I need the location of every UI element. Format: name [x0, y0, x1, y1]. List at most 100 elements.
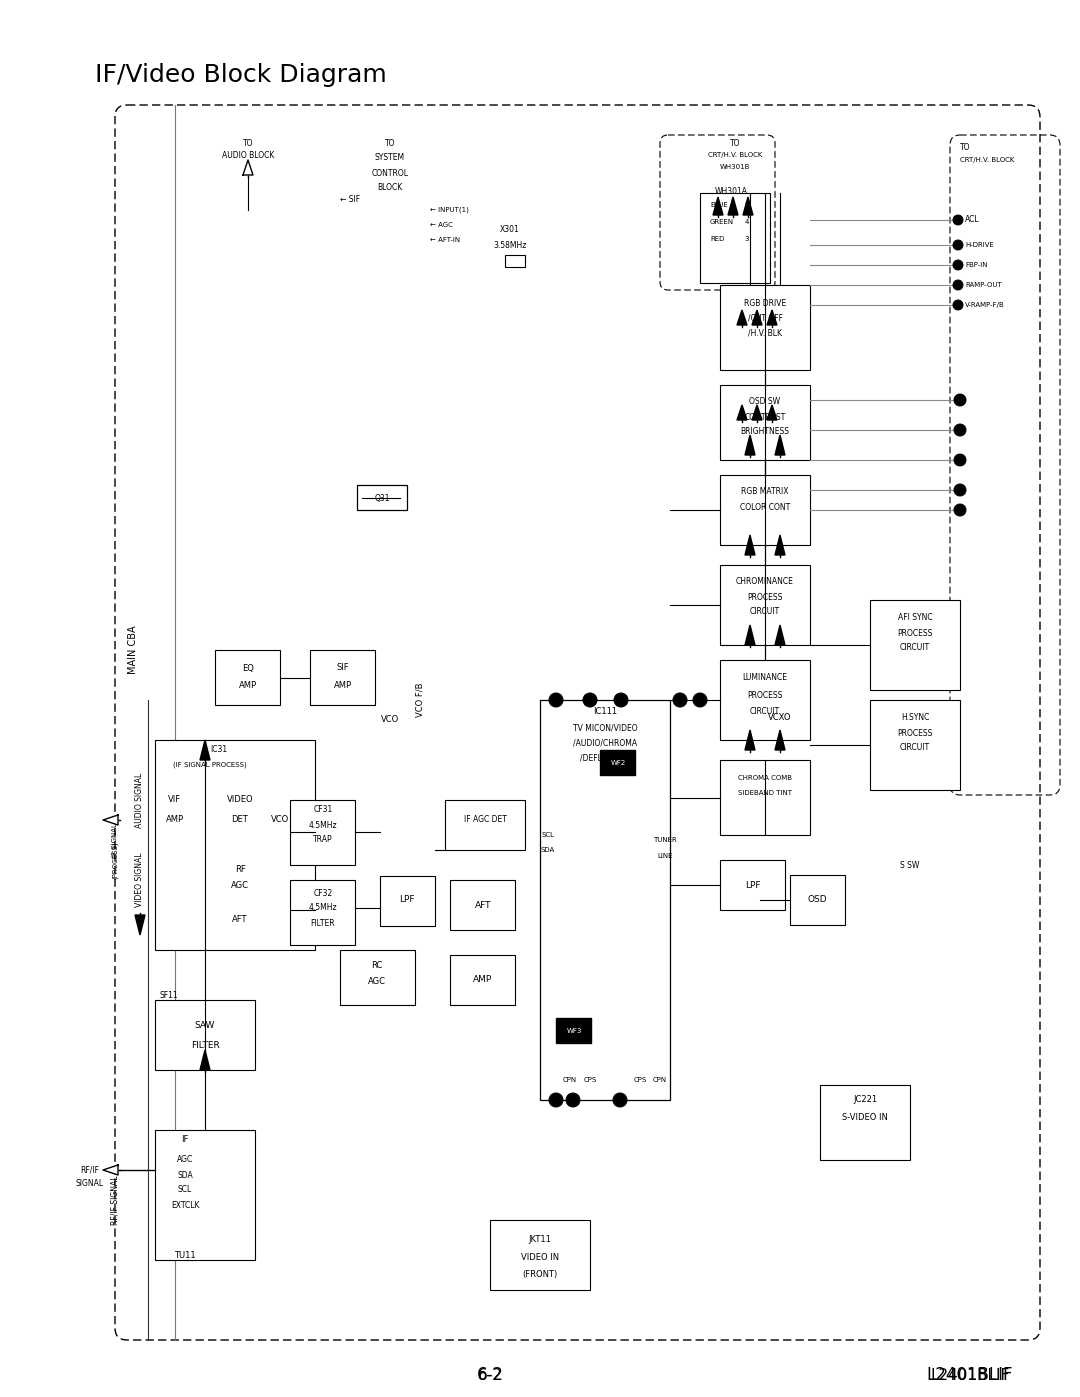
- Text: SYSTEM: SYSTEM: [375, 154, 405, 162]
- Polygon shape: [728, 197, 738, 215]
- Text: RF/IF SIGNAL: RF/IF SIGNAL: [110, 1175, 120, 1225]
- Text: Q31: Q31: [375, 493, 390, 503]
- Text: RED: RED: [710, 236, 725, 242]
- Text: IF AGC DET: IF AGC DET: [463, 816, 507, 824]
- Text: VIDEO IN: VIDEO IN: [521, 1253, 559, 1263]
- Text: AFI SYNC: AFI SYNC: [897, 613, 932, 623]
- Text: ← INPUT(1): ← INPUT(1): [430, 207, 469, 214]
- Circle shape: [694, 694, 706, 705]
- Text: 4: 4: [745, 219, 750, 225]
- Bar: [156, 740, 315, 950]
- Text: SIF: SIF: [337, 664, 349, 672]
- Bar: [340, 950, 415, 1004]
- Polygon shape: [243, 161, 253, 175]
- Text: PROCESS: PROCESS: [747, 592, 783, 602]
- Text: 6: 6: [619, 697, 623, 703]
- Polygon shape: [745, 731, 755, 750]
- Circle shape: [953, 260, 963, 270]
- Text: CPS: CPS: [583, 1077, 596, 1083]
- Text: TO: TO: [960, 144, 971, 152]
- Bar: [450, 956, 515, 1004]
- Text: 19: 19: [697, 697, 704, 703]
- Bar: [720, 659, 810, 740]
- Bar: [600, 750, 635, 775]
- Text: RGB MATRIX: RGB MATRIX: [741, 488, 788, 496]
- Text: (FRONT): (FRONT): [523, 1270, 557, 1280]
- Circle shape: [613, 1092, 627, 1106]
- Text: PROCESS: PROCESS: [897, 728, 933, 738]
- Circle shape: [615, 694, 627, 705]
- Text: VCO: VCO: [381, 715, 400, 725]
- Polygon shape: [775, 624, 785, 645]
- Text: LINE: LINE: [658, 854, 673, 859]
- Text: /CUT OFF: /CUT OFF: [747, 313, 783, 323]
- Text: RF: RF: [234, 866, 245, 875]
- Text: FBP-IN: FBP-IN: [966, 263, 987, 268]
- Bar: [310, 650, 375, 705]
- Text: WF2: WF2: [610, 760, 625, 766]
- Polygon shape: [103, 814, 118, 826]
- Text: LUMINANCE: LUMINANCE: [743, 673, 787, 683]
- Text: BRIGHTNESS: BRIGHTNESS: [741, 427, 789, 436]
- Text: VIDEO SIGNAL: VIDEO SIGNAL: [135, 852, 145, 907]
- Text: ← SIF: ← SIF: [340, 196, 360, 204]
- Text: AMP: AMP: [334, 680, 352, 690]
- Bar: [720, 285, 810, 370]
- Text: SF11: SF11: [160, 990, 178, 999]
- Bar: [450, 880, 515, 930]
- Text: 16: 16: [552, 1098, 559, 1102]
- Circle shape: [954, 454, 966, 467]
- Text: SDA: SDA: [177, 1171, 193, 1179]
- Text: CIRCUIT: CIRCUIT: [750, 608, 780, 616]
- Text: /DEFLECTION: /DEFLECTION: [580, 753, 631, 763]
- Bar: [291, 880, 355, 944]
- Polygon shape: [737, 310, 747, 326]
- Text: EXTCLK: EXTCLK: [171, 1200, 199, 1210]
- Text: 5: 5: [745, 203, 750, 208]
- Bar: [357, 485, 407, 510]
- Text: CONTROL: CONTROL: [372, 169, 408, 177]
- Polygon shape: [737, 405, 747, 420]
- Text: WH301B: WH301B: [719, 163, 751, 170]
- Circle shape: [550, 694, 562, 705]
- Text: RF/IF: RF/IF: [81, 1165, 99, 1175]
- Circle shape: [673, 693, 687, 707]
- Polygon shape: [775, 535, 785, 555]
- Text: CF31: CF31: [313, 806, 333, 814]
- Polygon shape: [135, 915, 145, 935]
- Text: 1: 1: [554, 697, 558, 703]
- Text: /AUDIO/CHROMA: /AUDIO/CHROMA: [572, 739, 637, 747]
- Text: WH301A: WH301A: [715, 187, 748, 197]
- Text: (PROCESS): (PROCESS): [111, 841, 118, 879]
- Text: AMP: AMP: [473, 975, 492, 985]
- Text: CONTRAST: CONTRAST: [744, 412, 785, 422]
- Text: LPF: LPF: [745, 880, 760, 890]
- Text: ← AFT-IN: ← AFT-IN: [430, 237, 460, 243]
- Text: SAW: SAW: [194, 1020, 215, 1030]
- Text: OSD SW: OSD SW: [750, 398, 781, 407]
- Bar: [870, 599, 960, 690]
- Polygon shape: [775, 434, 785, 455]
- Text: ACL: ACL: [966, 215, 980, 225]
- Text: 6-2: 6-2: [476, 1366, 503, 1384]
- Text: TO: TO: [384, 138, 395, 148]
- Text: AMP: AMP: [166, 816, 184, 824]
- Text: BLUE: BLUE: [710, 203, 728, 208]
- Polygon shape: [767, 310, 777, 326]
- Text: VIDEO: VIDEO: [227, 795, 254, 805]
- Text: L2401BLIF: L2401BLIF: [930, 1368, 1010, 1383]
- Text: OSD: OSD: [807, 895, 827, 904]
- Text: H-DRIVE: H-DRIVE: [966, 242, 994, 249]
- Text: 17: 17: [569, 1098, 577, 1102]
- Text: 4.5MHz: 4.5MHz: [309, 820, 337, 830]
- Text: (IF SIGNAL PROCESS): (IF SIGNAL PROCESS): [173, 761, 247, 768]
- Bar: [156, 1130, 255, 1260]
- Bar: [870, 700, 960, 789]
- Text: AUDIO SIGNAL: AUDIO SIGNAL: [135, 773, 145, 827]
- Text: TU11: TU11: [174, 1250, 195, 1260]
- Text: FILTER: FILTER: [311, 918, 335, 928]
- Bar: [720, 386, 810, 460]
- Text: RC: RC: [372, 961, 382, 970]
- Text: VCO: VCO: [271, 816, 289, 824]
- Bar: [789, 875, 845, 925]
